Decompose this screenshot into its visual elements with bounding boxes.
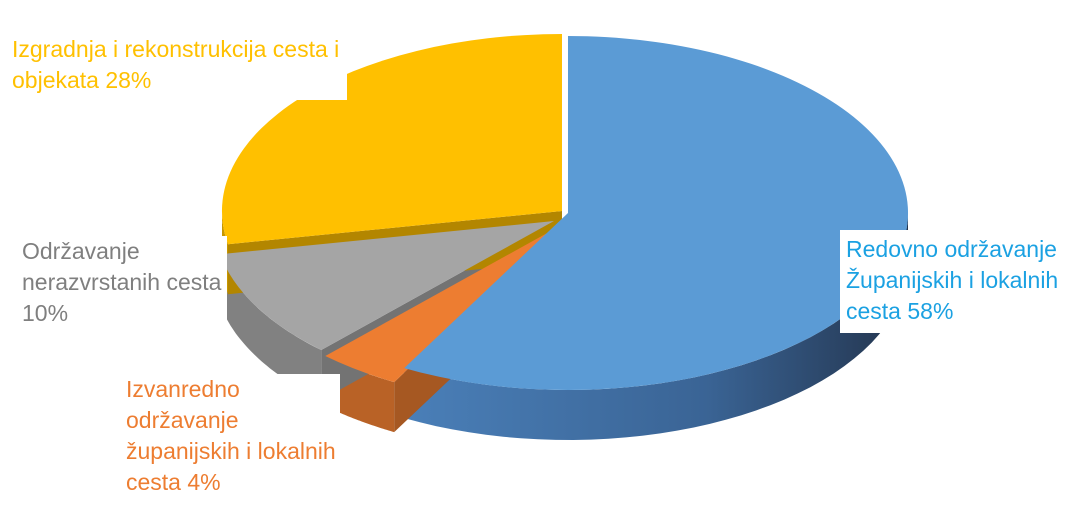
slice-label-nerazvrstane: Održavanje nerazvrstanih cesta 10% (18, 236, 227, 329)
slice-label-izvanredno: Izvanredno održavanje županijskih i loka… (122, 374, 340, 498)
slice-label-line: cesta 58% (846, 296, 1058, 327)
slice-label-line: Izgradnja i rekonstrukcija cesta i (12, 34, 339, 65)
slice-label-line: Županijskih i lokalnih (846, 265, 1058, 296)
slice-label-line: Održavanje (22, 236, 221, 267)
slice-label-line: održavanje (126, 405, 336, 436)
slice-label-line: objekata 28% (12, 65, 339, 96)
slice-label-redovno: Redovno održavanje Županijskih i lokalni… (840, 230, 1064, 333)
slice-label-line: cesta 4% (126, 467, 336, 498)
slice-label-line: nerazvrstanih cesta (22, 267, 221, 298)
slice-label-line: 10% (22, 298, 221, 329)
slice-label-line: Izvanredno (126, 374, 336, 405)
slice-label-line: Redovno održavanje (846, 234, 1058, 265)
slice-label-izgradnja: Izgradnja i rekonstrukcija cesta i objek… (8, 34, 347, 100)
slice-label-line: županijskih i lokalnih (126, 436, 336, 467)
